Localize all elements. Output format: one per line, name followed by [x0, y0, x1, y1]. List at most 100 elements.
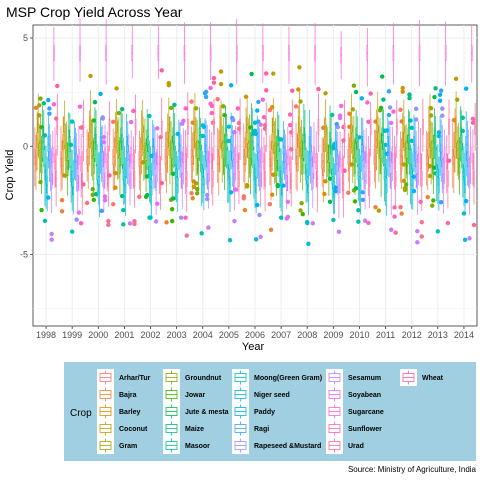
outlier-point — [231, 117, 236, 123]
outlier-point — [119, 106, 125, 112]
outlier-point — [401, 162, 407, 167]
outlier-point — [440, 113, 445, 118]
outlier-point — [258, 234, 263, 239]
outlier-point — [261, 115, 267, 120]
outlier-point — [47, 106, 52, 111]
outlier-point — [211, 75, 217, 81]
outlier-point — [353, 186, 359, 191]
legend-label: Barley — [119, 409, 141, 416]
outlier-point — [347, 111, 352, 116]
outlier-point — [69, 119, 75, 124]
outlier-point — [399, 211, 404, 216]
outlier-point — [46, 97, 51, 103]
outlier-point — [59, 209, 65, 214]
outlier-point — [409, 125, 414, 131]
outlier-point — [132, 221, 137, 227]
outlier-point — [178, 215, 184, 220]
outlier-point — [419, 234, 424, 239]
outlier-point — [51, 102, 57, 107]
outlier-point — [430, 203, 435, 208]
outlier-point — [335, 125, 341, 130]
outlier-point — [147, 113, 152, 119]
outlier-point — [337, 113, 343, 118]
x-tick-label: 2000 — [88, 330, 108, 340]
legend-label: Arhar/Tur — [119, 375, 151, 382]
outlier-point — [467, 236, 472, 241]
outlier-point — [356, 208, 361, 213]
outlier-point — [455, 97, 460, 102]
outlier-point — [131, 108, 136, 114]
legend: Arhar/Tur Bajra Barley Coconut Gram Groundnut… — [97, 369, 444, 454]
outlier-point — [226, 138, 232, 144]
outlier-point — [415, 240, 420, 245]
x-tick-label: 2002 — [141, 330, 161, 340]
outlier-point — [222, 112, 227, 118]
outlier-point — [88, 73, 93, 79]
outlier-point — [411, 174, 417, 179]
outlier-point — [392, 214, 397, 219]
outlier-point — [296, 87, 301, 92]
outlier-point — [233, 187, 238, 192]
outlier-point — [101, 135, 107, 140]
outlier-point — [243, 94, 249, 99]
outlier-point — [408, 118, 413, 123]
outlier-point — [148, 215, 153, 220]
outlier-point — [333, 185, 338, 190]
outlier-point — [383, 142, 388, 148]
outlier-point — [181, 118, 186, 124]
outlier-point — [419, 219, 424, 225]
legend-label: Ragi — [254, 426, 269, 433]
outlier-point — [38, 96, 43, 101]
outlier-point — [386, 89, 392, 94]
outlier-point — [76, 210, 82, 215]
outlier-point — [155, 201, 160, 206]
outlier-point — [200, 133, 205, 139]
y-axis-title: Crop Yield — [4, 150, 16, 201]
outlier-point — [435, 229, 441, 234]
legend-label: Jute & mesta — [185, 409, 229, 416]
outlier-point — [366, 119, 371, 125]
outlier-point — [384, 128, 389, 133]
outlier-point — [470, 120, 476, 125]
outlier-point — [407, 92, 412, 97]
outlier-point — [81, 182, 86, 187]
outlier-point — [285, 199, 291, 205]
outlier-point — [46, 195, 51, 200]
outlier-point — [228, 83, 234, 88]
outlier-point — [418, 199, 423, 205]
outlier-point — [327, 199, 333, 205]
outlier-point — [114, 86, 119, 91]
outlier-point — [78, 221, 84, 226]
outlier-point — [263, 88, 269, 93]
outlier-point — [268, 227, 274, 233]
outlier-point — [460, 115, 466, 120]
outlier-point — [409, 138, 414, 143]
outlier-point — [285, 214, 291, 220]
outlier-point — [415, 228, 420, 234]
outlier-point — [433, 86, 438, 91]
outlier-point — [400, 85, 405, 91]
outlier-point — [322, 191, 327, 197]
outlier-point — [263, 71, 269, 76]
outlier-point — [241, 196, 247, 201]
outlier-point — [327, 176, 333, 181]
outlier-point — [121, 222, 126, 227]
x-tick-label: 2013 — [428, 330, 448, 340]
outlier-point — [402, 185, 408, 191]
outlier-point — [189, 190, 194, 196]
outlier-point — [37, 113, 42, 118]
outlier-point — [438, 88, 444, 93]
outlier-point — [269, 192, 275, 197]
legend-label: Masoor — [185, 443, 210, 450]
outlier-point — [128, 119, 134, 125]
x-tick-label: 2003 — [167, 330, 187, 340]
x-axis-title: Year — [242, 341, 265, 353]
outlier-point — [253, 237, 259, 242]
legend-label: Paddy — [254, 409, 275, 416]
legend-label: Sesamum — [348, 375, 381, 382]
x-tick-label: 2009 — [323, 330, 343, 340]
outlier-point — [69, 229, 75, 234]
legend-label: Niger seed — [254, 392, 290, 399]
outlier-point — [184, 233, 189, 238]
outlier-point — [432, 94, 437, 100]
